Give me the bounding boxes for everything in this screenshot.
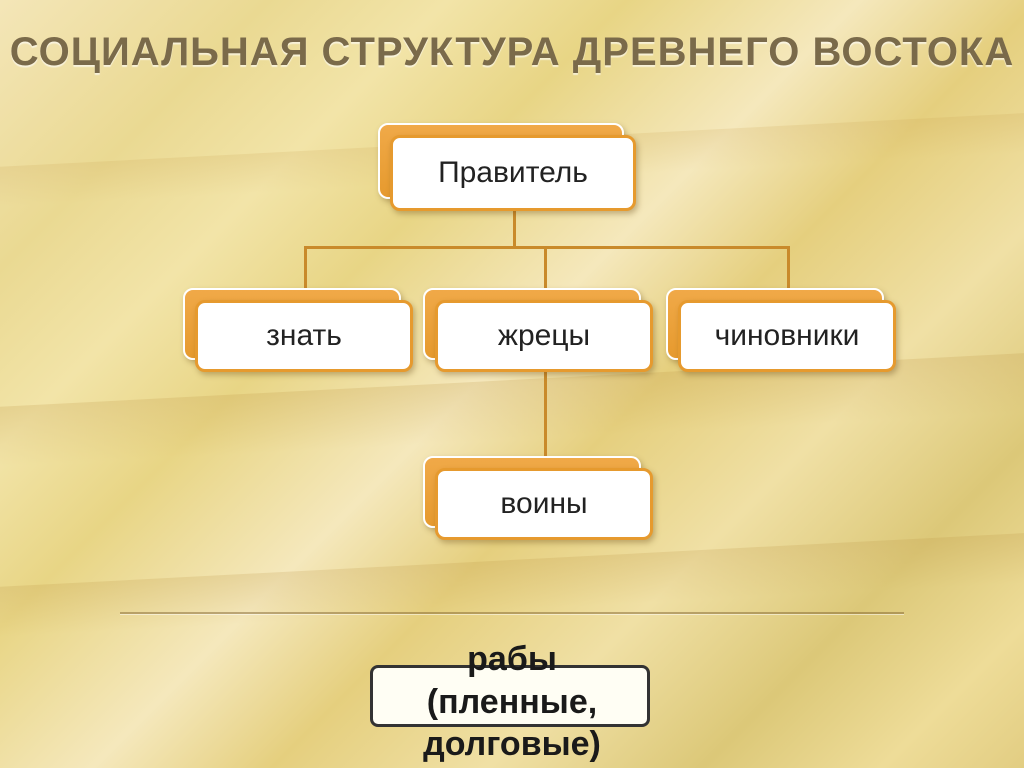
node-label: жрецы	[435, 300, 653, 372]
connector-to-right	[787, 246, 790, 288]
node-label: Правитель	[390, 135, 636, 211]
node-ruler: Правитель	[390, 135, 636, 211]
connector-to-mid	[544, 246, 547, 288]
page-title: СОЦИАЛЬНАЯ СТРУКТУРА ДРЕВНЕГО ВОСТОКА	[0, 30, 1024, 75]
slaves-line3: долговые)	[423, 725, 601, 763]
node-label: чиновники	[678, 300, 896, 372]
connector-to-left	[304, 246, 307, 288]
node-label: воины	[435, 468, 653, 540]
slaves-text: рабы (пленные, долговые)	[0, 638, 1024, 766]
connector-root-down	[513, 211, 516, 246]
node-label: знать	[195, 300, 413, 372]
node-warriors: воины	[435, 468, 653, 540]
connector-mid-to-child	[544, 372, 547, 456]
hierarchy-diagram: Правитель знать жрецы чиновники воины	[0, 110, 1024, 630]
node-priests: жрецы	[435, 300, 653, 372]
node-nobility: знать	[195, 300, 413, 372]
slaves-line1: рабы	[467, 640, 557, 678]
node-officials: чиновники	[678, 300, 896, 372]
slaves-line2: (пленные,	[427, 683, 597, 721]
divider-line	[120, 612, 904, 615]
